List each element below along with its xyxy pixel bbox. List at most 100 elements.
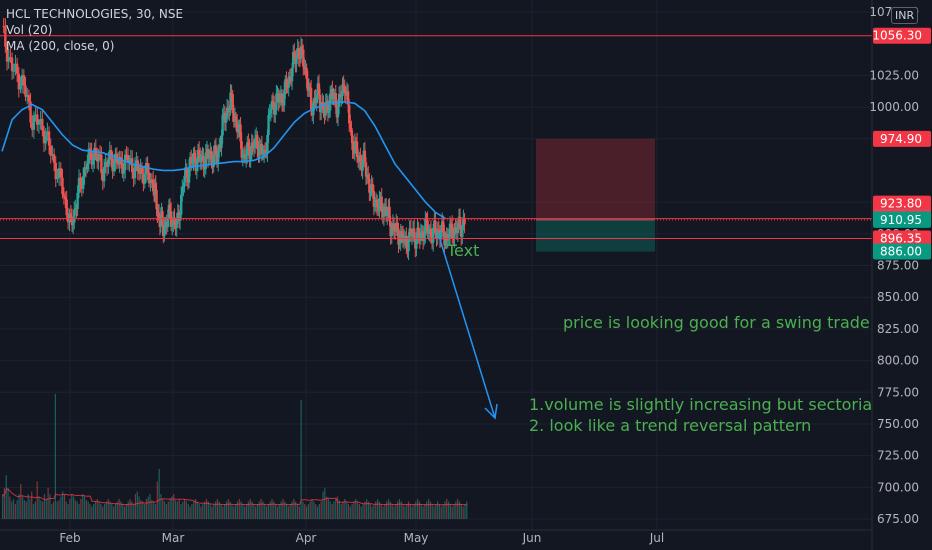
price-badge[interactable] <box>873 211 931 228</box>
candle-body <box>132 172 135 179</box>
candle-body <box>15 63 19 74</box>
price-tick-label[interactable]: 875.00 <box>877 259 919 273</box>
price-badge[interactable] <box>873 195 931 212</box>
price-badge-label[interactable]: 1056.30 <box>872 29 922 43</box>
annotation-comment-3[interactable]: 2. look like a trend reversal pattern <box>529 416 811 435</box>
candle-body <box>220 135 223 149</box>
candle-body <box>382 206 386 218</box>
candle-body <box>181 187 184 195</box>
price-badge-label[interactable]: 896.35 <box>880 231 922 245</box>
price-badge-label[interactable]: 923.80 <box>880 197 922 211</box>
candle-body <box>202 155 205 170</box>
candle-body <box>101 173 104 182</box>
annotation-comment-2[interactable]: 1.volume is slightly increasing but sect… <box>529 395 877 414</box>
candle-body <box>168 204 172 212</box>
price-badge-label[interactable]: 886.00 <box>880 245 922 259</box>
price-badge[interactable] <box>873 130 931 147</box>
volume-bar <box>346 501 348 519</box>
trend-arrow[interactable] <box>437 232 496 419</box>
volume-bar <box>376 499 379 519</box>
price-badge[interactable] <box>873 230 931 247</box>
volume-bar <box>366 499 368 519</box>
price-tick-label[interactable]: 750.00 <box>877 417 919 431</box>
indicator-ma[interactable]: MA (200, close, 0) <box>6 39 115 53</box>
candle-body <box>334 92 337 108</box>
volume-bar <box>74 500 77 519</box>
price-tick-label[interactable]: 775.00 <box>877 385 919 399</box>
volume-bar <box>273 501 275 519</box>
price-tick-label[interactable]: 1000.00 <box>869 100 919 114</box>
time-tick-label[interactable]: Feb <box>59 531 80 545</box>
price-badge[interactable] <box>873 27 931 44</box>
price-tick-label[interactable]: 725.00 <box>877 449 919 463</box>
volume-bar <box>120 501 122 519</box>
candle-body <box>216 149 220 163</box>
volume-bar <box>20 484 22 519</box>
price-tick-label[interactable]: 800.00 <box>877 354 919 368</box>
volume-bar <box>380 504 382 519</box>
volume-bar <box>433 506 435 519</box>
volume-bar <box>300 400 302 519</box>
candle-body <box>214 145 218 156</box>
volume-bar <box>355 499 357 519</box>
time-tick-label[interactable]: May <box>404 531 429 545</box>
volume-bar <box>204 501 206 519</box>
candle-body <box>10 57 14 72</box>
candle-body <box>337 93 341 107</box>
annotation-text-label[interactable]: Text <box>446 241 479 260</box>
candle-body <box>415 239 418 249</box>
volume-bar <box>397 501 399 519</box>
candle-body <box>145 163 148 175</box>
candle-body <box>31 122 34 130</box>
volume-bar <box>153 501 155 519</box>
price-badge[interactable] <box>873 243 931 260</box>
volume-bar <box>42 501 44 519</box>
volume-bar <box>326 496 328 519</box>
time-tick-label[interactable]: Jul <box>649 531 664 545</box>
candle-body <box>142 173 145 184</box>
volume-bar <box>378 501 381 519</box>
candle-body <box>80 183 83 189</box>
currency-badge[interactable]: INR <box>891 7 919 24</box>
price-tick-label[interactable]: 850.00 <box>877 290 919 304</box>
volume-bar <box>227 499 229 519</box>
volume-bar <box>207 501 209 519</box>
target-zone[interactable] <box>536 219 655 252</box>
time-tick-label[interactable]: Apr <box>296 531 317 545</box>
candle-body <box>250 142 253 156</box>
volume-bar <box>393 506 395 519</box>
price-tick-label[interactable]: 1025.00 <box>869 68 919 82</box>
candle-body <box>83 167 86 177</box>
candle-body <box>90 151 93 165</box>
price-badge-label[interactable]: 910.95 <box>880 213 922 227</box>
symbol-title[interactable]: HCL TECHNOLOGIES, 30, NSE <box>6 7 184 21</box>
candle-body <box>26 94 29 97</box>
candle-body <box>36 114 39 125</box>
volume-bar <box>165 504 168 519</box>
candle-body <box>119 157 123 161</box>
candle-body <box>407 235 410 252</box>
volume-bar <box>174 500 177 519</box>
candle-body <box>300 46 304 50</box>
candle-body <box>367 174 370 179</box>
volume-bar <box>102 506 104 519</box>
time-tick-label[interactable]: Mar <box>162 531 185 545</box>
indicator-volume[interactable]: Vol (20) <box>6 23 53 37</box>
candle-body <box>24 85 27 97</box>
time-tick-label[interactable]: Jun <box>522 531 542 545</box>
volume-bar <box>351 504 353 519</box>
annotation-comment-1[interactable]: price is looking good for a swing trade <box>563 313 870 332</box>
price-tick-label[interactable]: 700.00 <box>877 480 919 494</box>
price-tick-label[interactable]: 675.00 <box>877 512 919 526</box>
price-badge-label[interactable]: 974.90 <box>880 132 922 146</box>
candle-body <box>280 93 284 103</box>
volume-bar <box>29 499 31 519</box>
price-tick-label[interactable]: 825.00 <box>877 322 919 336</box>
price-axis[interactable] <box>872 0 932 550</box>
volume-bar <box>51 504 53 519</box>
candle-body <box>206 148 210 159</box>
candle-body <box>175 218 178 229</box>
volume-bar <box>34 501 36 519</box>
stop-loss-zone[interactable] <box>536 138 655 220</box>
